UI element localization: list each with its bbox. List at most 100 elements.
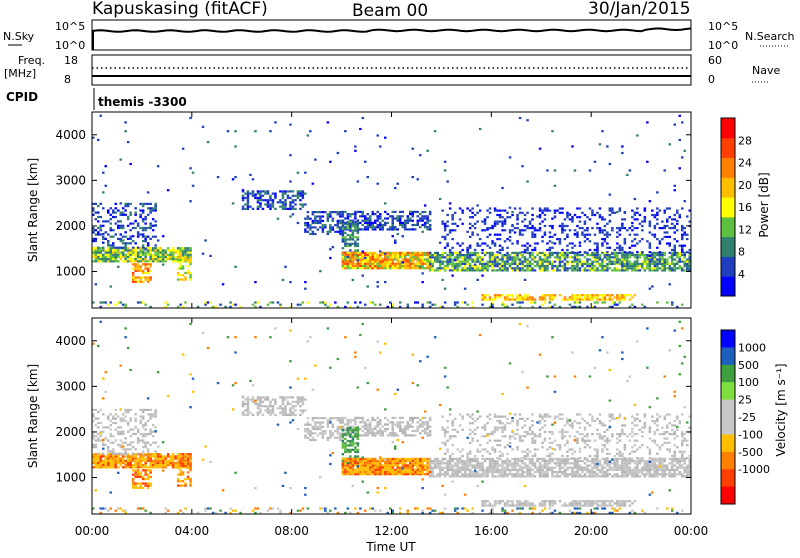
power-cell xyxy=(536,229,539,232)
power-cell xyxy=(406,217,409,220)
velocity-cell xyxy=(386,468,389,471)
velocity-cell xyxy=(613,475,617,478)
velocity-cell xyxy=(92,437,95,440)
power-cell xyxy=(596,267,599,270)
power-cell xyxy=(409,217,412,220)
velocity-cell xyxy=(141,435,145,438)
velocity-cell xyxy=(97,455,100,458)
power-cell xyxy=(483,229,487,232)
power-cell xyxy=(521,256,524,259)
power-cell xyxy=(416,219,419,222)
power-cell xyxy=(441,209,444,212)
power-cell xyxy=(129,242,132,245)
power-cell xyxy=(404,267,407,270)
power-cell xyxy=(618,246,622,249)
power-cell xyxy=(683,269,686,272)
power-cell xyxy=(566,216,569,219)
power-cell xyxy=(673,258,676,261)
power-cell xyxy=(636,211,639,214)
power-cell xyxy=(436,269,439,272)
power-cell xyxy=(676,222,679,225)
power-cell xyxy=(606,251,609,254)
velocity-cell xyxy=(181,453,185,456)
power-cell xyxy=(476,269,479,272)
velocity-cell xyxy=(448,460,452,463)
power-cell xyxy=(616,231,619,234)
velocity-cell xyxy=(571,466,574,469)
velocity-cell xyxy=(351,440,355,443)
power-cell xyxy=(351,213,355,216)
velocity-cell xyxy=(349,440,352,443)
velocity-cell xyxy=(374,473,377,476)
power-cell xyxy=(421,223,424,227)
power-cell xyxy=(171,255,175,259)
power-cell xyxy=(588,294,592,297)
power-cell xyxy=(376,258,379,261)
velocity-cell xyxy=(461,466,464,469)
power-cell xyxy=(154,202,157,205)
power-cell xyxy=(506,260,509,263)
power-cell xyxy=(154,235,157,238)
power-cell xyxy=(181,278,185,281)
velocity-cell xyxy=(146,455,150,458)
velocity-cell xyxy=(576,464,579,467)
power-cell xyxy=(643,258,647,261)
velocity-cell xyxy=(458,475,462,478)
velocity-cell xyxy=(261,405,265,408)
velocity-cell xyxy=(124,419,127,422)
power-cell xyxy=(466,230,469,233)
power-cell xyxy=(401,258,404,261)
power-cell xyxy=(546,294,549,297)
power-cell xyxy=(179,253,182,256)
power-cell xyxy=(483,218,487,221)
power-cell xyxy=(254,193,257,196)
velocity-cell xyxy=(501,468,504,471)
velocity-cell xyxy=(369,459,372,463)
power-cell xyxy=(117,260,120,263)
velocity-cell xyxy=(458,460,462,463)
velocity-cell xyxy=(381,466,384,469)
power-cell xyxy=(354,145,357,148)
power-cell xyxy=(341,253,345,256)
velocity-cell xyxy=(294,405,297,408)
power-cell xyxy=(359,256,362,259)
power-cell xyxy=(488,258,492,261)
power-cell xyxy=(471,231,474,234)
velocity-cell xyxy=(326,423,330,426)
velocity-cell xyxy=(566,466,569,469)
power-cell xyxy=(521,254,524,257)
power-cell xyxy=(496,269,499,272)
velocity-cell xyxy=(184,477,187,481)
power-cell xyxy=(668,143,671,146)
power-cell xyxy=(131,267,135,270)
power-cell xyxy=(181,256,185,259)
velocity-cell xyxy=(558,457,562,460)
power-cell xyxy=(404,262,407,265)
power-cell xyxy=(369,258,372,261)
power-cell xyxy=(131,274,135,277)
velocity-cell xyxy=(251,413,255,416)
power-cell xyxy=(523,218,527,221)
power-cell xyxy=(526,248,529,252)
velocity-cell xyxy=(121,430,125,433)
power-cell xyxy=(179,303,182,306)
power-cell xyxy=(364,256,367,260)
velocity-cell xyxy=(92,413,95,416)
velocity-cell xyxy=(354,416,357,419)
power-cell xyxy=(551,294,554,297)
velocity-scatter xyxy=(92,320,691,514)
power-cell xyxy=(107,220,110,223)
velocity-cell xyxy=(486,471,489,474)
power-cell xyxy=(491,254,494,257)
power-cell xyxy=(291,199,295,202)
power-cell xyxy=(566,211,569,214)
power-cell xyxy=(508,254,512,257)
power-cell xyxy=(99,224,102,227)
velocity-cell xyxy=(107,448,110,451)
power-cell xyxy=(558,256,562,259)
power-cell xyxy=(556,238,559,241)
velocity-cell xyxy=(179,484,182,487)
velocity-cell xyxy=(606,468,609,471)
power-cell xyxy=(296,194,300,197)
power-cell xyxy=(613,260,617,263)
